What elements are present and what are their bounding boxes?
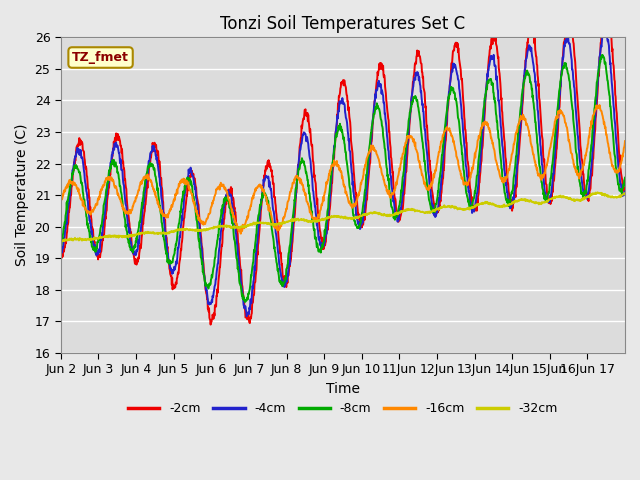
-4cm [243,313,250,319]
-8cm [431,208,438,214]
-16cm [554,108,562,114]
Line: -16cm: -16cm [61,105,625,234]
Y-axis label: Soil Temperature (C): Soil Temperature (C) [15,124,29,266]
-8cm [182,179,190,184]
-32cm [621,192,629,197]
-32cm [431,208,438,214]
-2cm [505,188,513,193]
Line: -32cm: -32cm [61,192,625,241]
-4cm [600,26,607,32]
Line: -8cm: -8cm [61,55,625,302]
-2cm [431,207,438,213]
-2cm [246,320,253,326]
-16cm [57,198,65,204]
-16cm [246,207,253,213]
-8cm [246,286,253,292]
-16cm [596,102,604,108]
-16cm [621,138,629,144]
-8cm [621,175,629,180]
-2cm [207,322,214,327]
Line: -4cm: -4cm [61,29,625,316]
-32cm [554,193,562,199]
-8cm [57,245,65,251]
-8cm [554,97,562,103]
-2cm [182,197,190,203]
-4cm [246,306,253,312]
-2cm [603,0,611,5]
-4cm [57,250,65,255]
-2cm [621,187,629,193]
-8cm [241,299,249,305]
-4cm [431,211,438,217]
-4cm [505,199,513,204]
-8cm [599,52,607,58]
-32cm [505,202,513,207]
-32cm [169,229,177,235]
-2cm [169,287,177,292]
-2cm [554,116,562,122]
Legend: -2cm, -4cm, -8cm, -16cm, -32cm: -2cm, -4cm, -8cm, -16cm, -32cm [123,397,563,420]
-2cm [57,254,65,260]
-8cm [505,203,513,209]
-16cm [182,178,190,183]
-32cm [183,227,191,232]
-4cm [182,179,190,184]
-32cm [246,221,253,227]
Text: TZ_fmet: TZ_fmet [72,51,129,64]
-16cm [169,202,177,208]
-32cm [57,238,65,244]
-32cm [58,239,66,244]
-8cm [169,259,177,265]
-4cm [169,267,177,273]
Line: -2cm: -2cm [61,2,625,324]
-32cm [594,190,602,195]
-4cm [621,189,629,194]
-16cm [237,231,244,237]
Title: Tonzi Soil Temperatures Set C: Tonzi Soil Temperatures Set C [220,15,465,33]
-4cm [554,106,562,112]
X-axis label: Time: Time [326,382,360,396]
-16cm [505,167,513,172]
-16cm [431,170,438,176]
